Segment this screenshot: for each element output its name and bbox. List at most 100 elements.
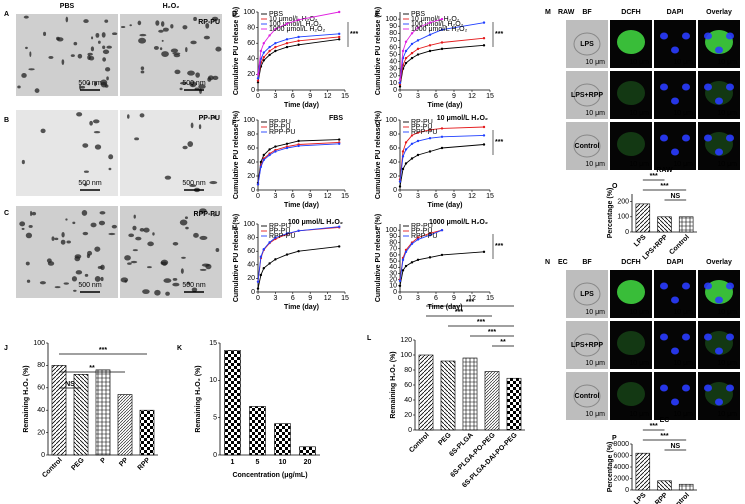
- data-point: [428, 150, 432, 153]
- data-point: [401, 167, 405, 171]
- particle: [170, 24, 174, 29]
- y-tick-label: 2000: [613, 475, 629, 482]
- x-tick-label: 0: [256, 193, 260, 200]
- y-tick-label: 10: [389, 283, 397, 290]
- row-label: LPS: [580, 41, 594, 48]
- bar: [657, 480, 672, 491]
- particle: [94, 144, 102, 150]
- particle: [189, 81, 197, 88]
- particle: [90, 222, 97, 228]
- x-tick-label: 20: [304, 459, 312, 466]
- data-point: [259, 273, 263, 277]
- y-tick-label: 10: [389, 80, 397, 87]
- particle: [25, 232, 33, 239]
- chart-title: 10 μmol/L H₂O₂: [437, 115, 488, 122]
- particle: [73, 289, 77, 292]
- legend-label: 100 μmol/L H₂O₂: [411, 21, 464, 28]
- particle: [61, 59, 65, 65]
- panel-label: P: [612, 435, 617, 442]
- particle: [213, 115, 216, 120]
- column-header: DAPI: [667, 259, 684, 266]
- y-tick-label: 200: [617, 198, 629, 205]
- particle: [79, 84, 82, 90]
- data-point: [410, 51, 414, 55]
- data-point: [338, 138, 341, 141]
- nucleus: [726, 134, 734, 142]
- data-point: [398, 85, 402, 88]
- scale-bar-label: 10 μm: [673, 161, 693, 168]
- data-point: [259, 165, 263, 169]
- data-point: [268, 148, 271, 151]
- particle: [155, 20, 160, 26]
- y-tick-label: 40: [247, 159, 255, 166]
- scale-bar-label: 10 μm: [717, 309, 737, 316]
- data-point: [285, 142, 289, 145]
- particle: [191, 287, 198, 292]
- scale-bar-label: 10 μm: [717, 411, 737, 418]
- bar: [678, 483, 694, 491]
- particle: [104, 19, 109, 23]
- particle: [40, 128, 46, 134]
- scale-bar-label: 10 μm: [673, 411, 693, 418]
- data-point: [338, 35, 341, 39]
- x-tick-label: 3: [416, 93, 420, 100]
- y-axis-label: Percentage (%): [607, 442, 614, 493]
- nucleus: [671, 347, 679, 355]
- scale-bar-label: 10 μm: [673, 309, 693, 316]
- y-tick-label: 60: [247, 40, 255, 47]
- data-point: [398, 81, 402, 85]
- significance-label: ***: [488, 329, 496, 336]
- x-tick-label: 15: [486, 295, 494, 302]
- particle: [83, 170, 89, 173]
- y-tick-label: 80: [247, 131, 255, 138]
- data-point: [262, 56, 265, 59]
- data-point: [338, 142, 341, 145]
- cell-image: [566, 71, 608, 119]
- chart-title: EC: [660, 417, 670, 424]
- data-point: [482, 37, 486, 40]
- series-line: [257, 143, 340, 185]
- y-tick-label: 0: [408, 427, 412, 434]
- y-axis-label: Remaining H₂O₂ (%): [390, 351, 397, 418]
- significance-label: NS: [670, 443, 680, 450]
- particle: [77, 53, 83, 59]
- particle: [84, 273, 89, 277]
- chart-title: 100 μmol/L H₂O₂: [288, 219, 343, 226]
- particle: [193, 232, 199, 238]
- data-point: [401, 155, 405, 158]
- column-header: BF: [582, 259, 592, 266]
- scale-bar-label: 500 nm: [78, 282, 102, 289]
- x-tick-label: Control: [668, 234, 691, 257]
- particle: [90, 46, 95, 52]
- bar: [484, 371, 500, 431]
- particle: [30, 210, 33, 217]
- y-tick-label: 20: [247, 275, 255, 282]
- y-tick-label: 80: [404, 367, 412, 374]
- particle: [54, 286, 61, 289]
- data-point: [428, 21, 432, 24]
- cell-image: [698, 122, 740, 170]
- y-tick-label: 60: [404, 382, 412, 389]
- x-tick-label: 0: [398, 93, 402, 100]
- particle: [139, 113, 145, 118]
- y-tick-label: 100: [33, 340, 45, 347]
- cell-image: [566, 20, 608, 68]
- scale-bar-label: 10 μm: [717, 360, 737, 367]
- x-tick-label: Control: [41, 457, 64, 480]
- scale-bar-label: 10 μm: [629, 161, 649, 168]
- data-point: [274, 258, 277, 261]
- x-tick-label: 15: [341, 295, 349, 302]
- y-tick-label: 8000: [613, 441, 629, 448]
- y-axis-label: Remaining H₂O₂ (%): [23, 365, 30, 432]
- particle: [51, 236, 55, 241]
- particle: [71, 276, 78, 282]
- significance-label: ***: [650, 173, 658, 180]
- x-tick-label: 6: [434, 193, 438, 200]
- panel-label: F: [232, 120, 237, 127]
- panel-label: D: [232, 11, 237, 18]
- particle: [158, 29, 164, 33]
- data-point: [428, 128, 432, 131]
- cell-outline: [573, 83, 601, 107]
- data-point: [482, 125, 486, 129]
